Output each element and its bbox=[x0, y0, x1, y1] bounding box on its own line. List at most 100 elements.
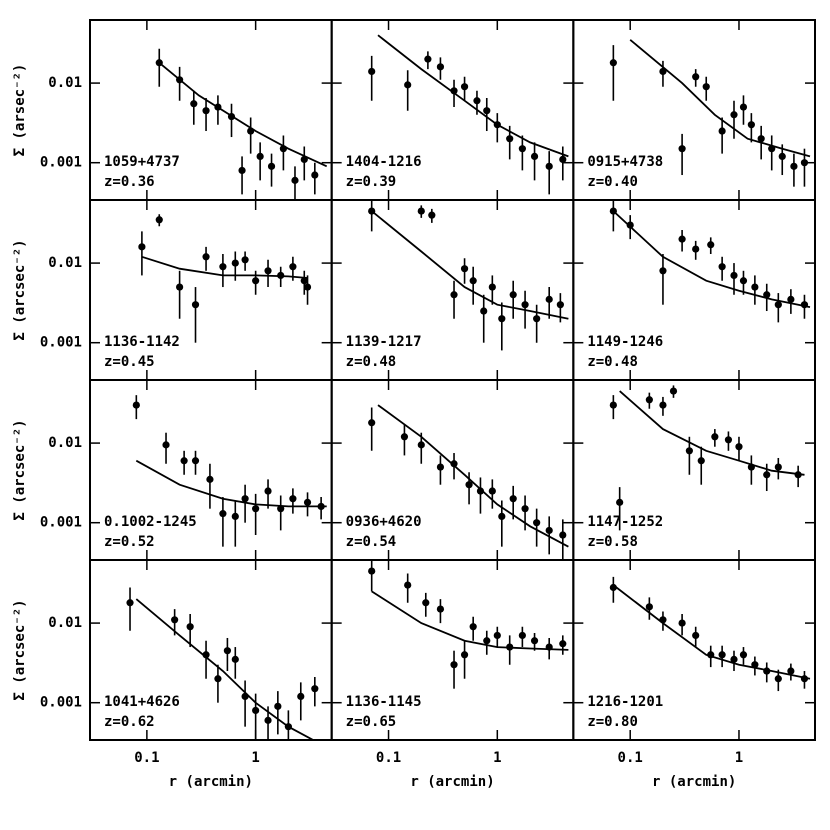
data-point bbox=[417, 441, 425, 449]
x-tick-label: 1 bbox=[251, 750, 259, 766]
x-tick-label: 0.1 bbox=[376, 750, 401, 766]
plot-area bbox=[609, 200, 811, 323]
data-point bbox=[476, 487, 485, 495]
model-curve bbox=[371, 590, 569, 651]
panel-label: 1139-1217 bbox=[346, 334, 422, 350]
panel-frame bbox=[89, 559, 333, 741]
data-point bbox=[191, 301, 200, 309]
data-point bbox=[626, 221, 634, 229]
data-point bbox=[533, 519, 541, 527]
model-curve bbox=[377, 34, 569, 158]
data-point bbox=[223, 647, 232, 655]
panel: 0936+4620 z=0.54 bbox=[330, 379, 575, 561]
data-point bbox=[506, 135, 514, 143]
data-point bbox=[530, 637, 539, 645]
data-point bbox=[498, 512, 506, 520]
data-point bbox=[521, 301, 529, 309]
panel-label: 0915+4738 bbox=[587, 154, 663, 170]
data-point bbox=[450, 661, 458, 669]
data-point bbox=[678, 619, 686, 627]
y-axis-label: Σ (arcsec⁻²) bbox=[12, 599, 28, 700]
x-axis-label: r (arcmin) bbox=[169, 774, 253, 790]
data-point bbox=[751, 283, 759, 291]
data-point bbox=[790, 162, 798, 170]
data-point bbox=[735, 443, 743, 451]
data-point bbox=[559, 531, 567, 539]
data-point bbox=[692, 73, 700, 81]
data-point bbox=[469, 277, 477, 285]
data-point bbox=[718, 127, 726, 135]
panel: 0.001 0.01 1059+4737 z=0.36 Σ (arsec⁻²) bbox=[12, 19, 333, 201]
data-point bbox=[311, 171, 319, 179]
y-tick-label: 0.01 bbox=[48, 435, 82, 451]
plot-area bbox=[368, 404, 569, 560]
data-point bbox=[264, 487, 272, 495]
data-point bbox=[202, 107, 210, 115]
y-tick-label: 0.01 bbox=[48, 255, 82, 271]
data-point bbox=[521, 505, 529, 513]
data-point bbox=[659, 267, 667, 275]
data-point bbox=[483, 637, 491, 645]
data-point bbox=[473, 97, 481, 105]
data-point bbox=[724, 436, 733, 444]
y-tick-label: 0.001 bbox=[40, 155, 82, 171]
data-point bbox=[518, 631, 526, 640]
plot-area bbox=[126, 587, 319, 740]
x-tick-label: 0.1 bbox=[618, 750, 643, 766]
data-point bbox=[219, 263, 227, 271]
data-point bbox=[252, 277, 260, 285]
data-point bbox=[256, 152, 264, 160]
data-point bbox=[291, 176, 299, 184]
panel-redshift: z=0.54 bbox=[346, 534, 397, 550]
model-curve bbox=[377, 404, 569, 548]
panel-label: 1216-1201 bbox=[587, 694, 663, 710]
panel-redshift: z=0.52 bbox=[104, 534, 155, 550]
data-point bbox=[252, 706, 260, 715]
panel-label: 1147-1252 bbox=[587, 514, 663, 530]
y-axis-label: Σ (arcsec⁻²) bbox=[12, 419, 28, 520]
panel-label: 1404-1216 bbox=[346, 154, 422, 170]
y-tick-label: 0.01 bbox=[48, 615, 82, 631]
panel: 0.001 0.01 0.1002-1245 z=0.52 Σ (arcsec⁻²) bbox=[12, 379, 333, 561]
data-point bbox=[659, 401, 667, 409]
data-point bbox=[231, 259, 239, 267]
panel-redshift: z=0.65 bbox=[346, 714, 397, 730]
data-point bbox=[692, 245, 700, 253]
data-point bbox=[488, 283, 496, 291]
data-point bbox=[483, 107, 491, 115]
data-point bbox=[669, 387, 678, 395]
data-point bbox=[238, 166, 246, 175]
data-point bbox=[252, 505, 260, 513]
data-point bbox=[436, 605, 445, 613]
plot-area bbox=[609, 576, 811, 692]
y-tick-label: 0.01 bbox=[48, 75, 82, 91]
data-point bbox=[241, 256, 249, 264]
data-point bbox=[231, 655, 239, 663]
model-curve bbox=[612, 210, 811, 308]
data-point bbox=[774, 463, 782, 471]
panel-label: 1136-1142 bbox=[104, 334, 180, 350]
panel-label: 0.1002-1245 bbox=[104, 514, 197, 530]
data-point bbox=[778, 152, 786, 160]
plot-area bbox=[132, 395, 327, 547]
plot-area bbox=[609, 39, 811, 187]
panel-frame bbox=[330, 199, 575, 381]
data-point bbox=[707, 241, 715, 249]
data-point bbox=[404, 581, 412, 589]
data-point bbox=[424, 55, 432, 63]
panel: 1404-1216 z=0.39 bbox=[330, 19, 575, 201]
panel-label: 1059+4737 bbox=[104, 154, 180, 170]
plot-area bbox=[138, 214, 312, 343]
data-point bbox=[417, 207, 425, 215]
data-point bbox=[678, 145, 686, 153]
data-point bbox=[730, 655, 738, 663]
panel-redshift: z=0.58 bbox=[587, 534, 638, 550]
panel-frame bbox=[89, 379, 333, 561]
data-point bbox=[692, 631, 700, 640]
data-point bbox=[787, 295, 795, 303]
data-point bbox=[264, 267, 272, 275]
data-point bbox=[436, 463, 445, 471]
panel: 1149-1246 z=0.48 bbox=[572, 199, 816, 381]
panel-redshift: z=0.39 bbox=[346, 174, 397, 190]
data-point bbox=[678, 235, 686, 243]
